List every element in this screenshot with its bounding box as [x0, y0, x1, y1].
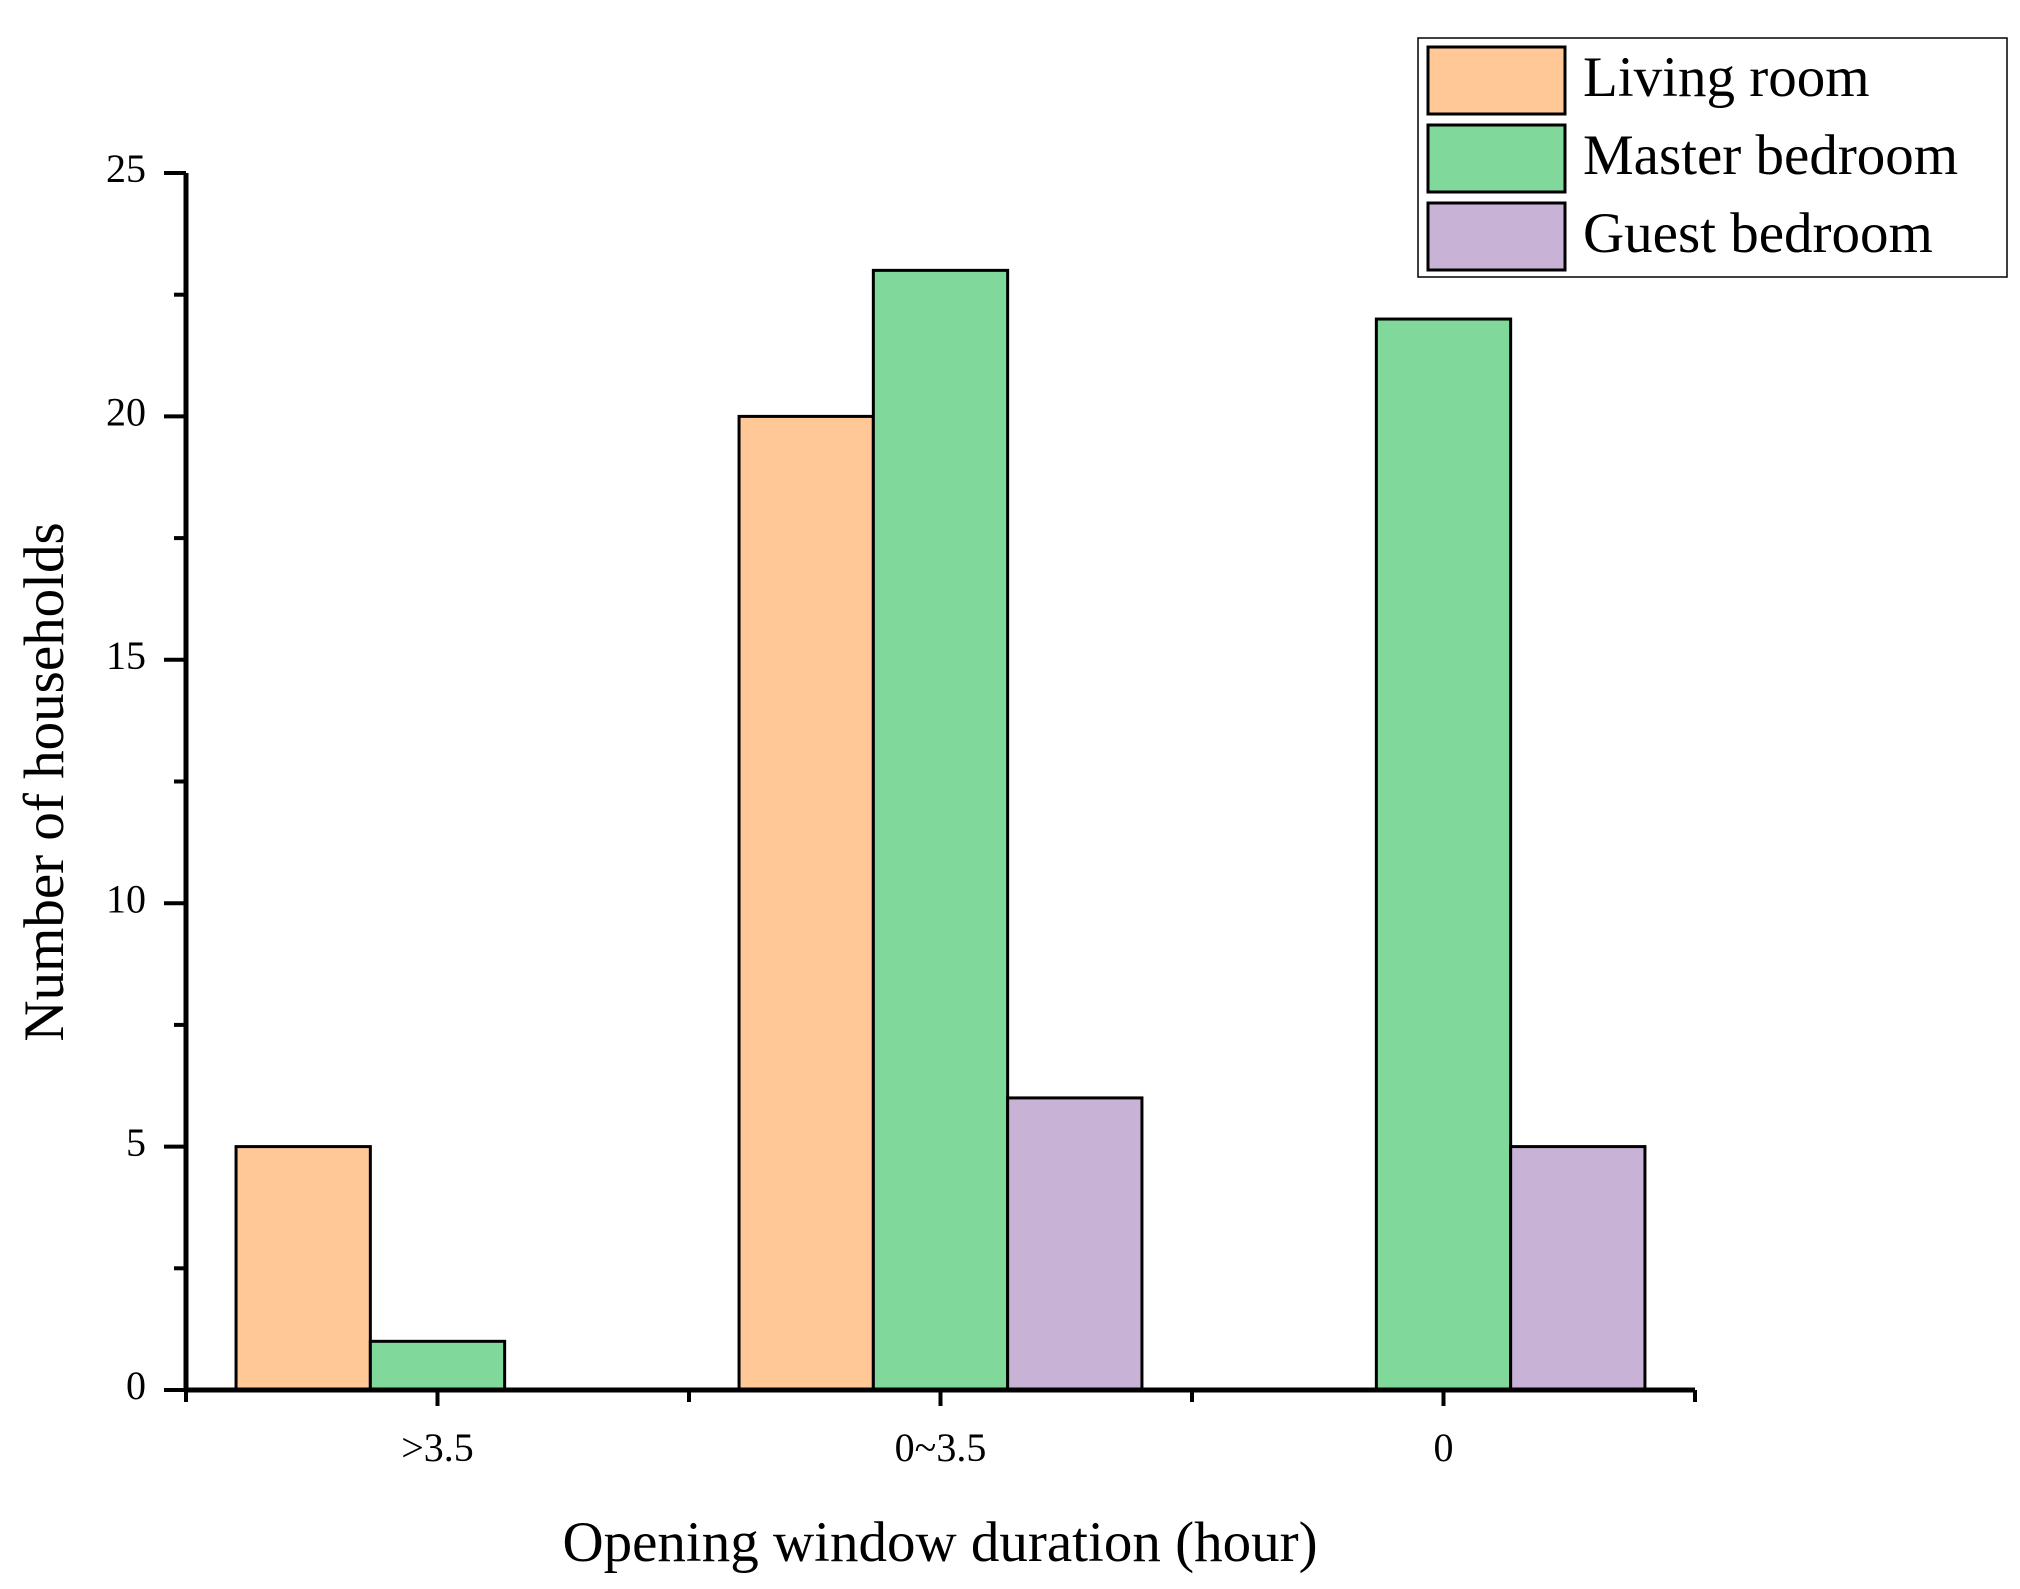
- y-axis-title: Number of households: [13, 522, 76, 1041]
- legend-label: Living room: [1583, 46, 1870, 109]
- bar: [234, 1145, 372, 1392]
- x-tick-label: 0: [1434, 1425, 1454, 1470]
- legend-swatch: [1426, 123, 1567, 194]
- legend-swatch: [1426, 201, 1567, 272]
- y-tick-label: 10: [106, 876, 146, 921]
- y-tick-label: 25: [106, 146, 146, 191]
- x-tick-label: 0~3.5: [895, 1425, 987, 1470]
- y-tick-label: 5: [126, 1120, 146, 1165]
- x-axis-title: Opening window duration (hour): [562, 1511, 1317, 1574]
- x-tick-label: >3.5: [401, 1425, 474, 1470]
- y-tick-label: 0: [126, 1363, 146, 1408]
- bar: [1374, 317, 1513, 1392]
- bar: [871, 268, 1010, 1392]
- bar: [737, 414, 875, 1392]
- legend-label: Master bedroom: [1583, 124, 1958, 187]
- legend-swatch: [1426, 45, 1567, 116]
- y-tick-label: 20: [106, 390, 146, 435]
- y-tick-label: 15: [106, 633, 146, 678]
- bar: [1509, 1145, 1647, 1392]
- legend-label: Guest bedroom: [1583, 202, 1933, 265]
- bar: [1006, 1096, 1144, 1392]
- bar: [368, 1339, 507, 1392]
